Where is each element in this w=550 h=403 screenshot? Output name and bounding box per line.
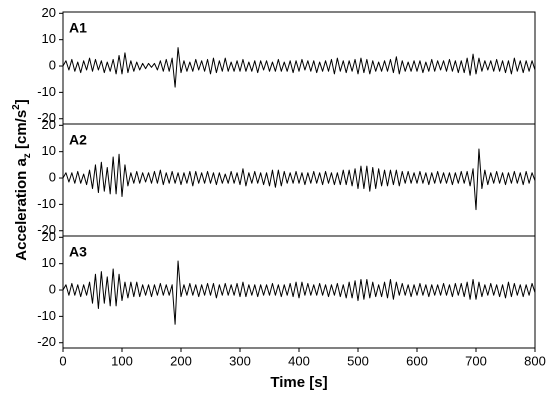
x-tick-label: 700 [465, 353, 487, 368]
y-tick-label: 20 [42, 117, 56, 132]
panel-frame [62, 11, 536, 125]
y-tick-label: 10 [42, 143, 56, 158]
y-tick-label: 20 [42, 5, 56, 20]
y-label-sub: z [22, 153, 33, 158]
panel-label: A1 [69, 20, 87, 36]
y-tick-label: -10 [37, 196, 56, 211]
y-label-unit: [cm/s [13, 110, 30, 153]
y-tick-label: 0 [49, 57, 56, 72]
y-label-sup: 2 [11, 104, 22, 110]
y-tick-label: 0 [49, 169, 56, 184]
y-tick-label: 10 [42, 31, 56, 46]
y-label-text: Acceleration a [13, 158, 30, 261]
y-tick-label: -20 [37, 222, 56, 237]
y-tick-label: 10 [42, 255, 56, 270]
x-tick-label: 500 [347, 353, 369, 368]
signal-line [62, 47, 536, 88]
signal-line [62, 260, 536, 325]
x-tick-label: 0 [59, 353, 66, 368]
y-tick-label: -20 [37, 110, 56, 125]
panel-label: A3 [69, 244, 87, 260]
x-tick-label: 100 [111, 353, 133, 368]
y-axis-label: Acceleration az [cm/s2] [11, 99, 33, 260]
y-tick-label: -10 [37, 84, 56, 99]
y-label-close: ] [13, 99, 30, 104]
x-tick-label: 200 [170, 353, 192, 368]
panel-frame [62, 235, 536, 349]
y-tick-label: -10 [37, 308, 56, 323]
panel-label: A2 [69, 132, 87, 148]
y-tick-label: -20 [37, 334, 56, 349]
x-tick-label: 600 [406, 353, 428, 368]
y-tick-label: 0 [49, 281, 56, 296]
y-tick-label: 20 [42, 229, 56, 244]
x-tick-label: 800 [524, 353, 546, 368]
panel-frame [62, 123, 536, 237]
x-axis-label: Time [s] [270, 374, 327, 391]
signal-line [62, 148, 536, 211]
x-tick-label: 300 [229, 353, 251, 368]
x-tick-label: 400 [288, 353, 310, 368]
